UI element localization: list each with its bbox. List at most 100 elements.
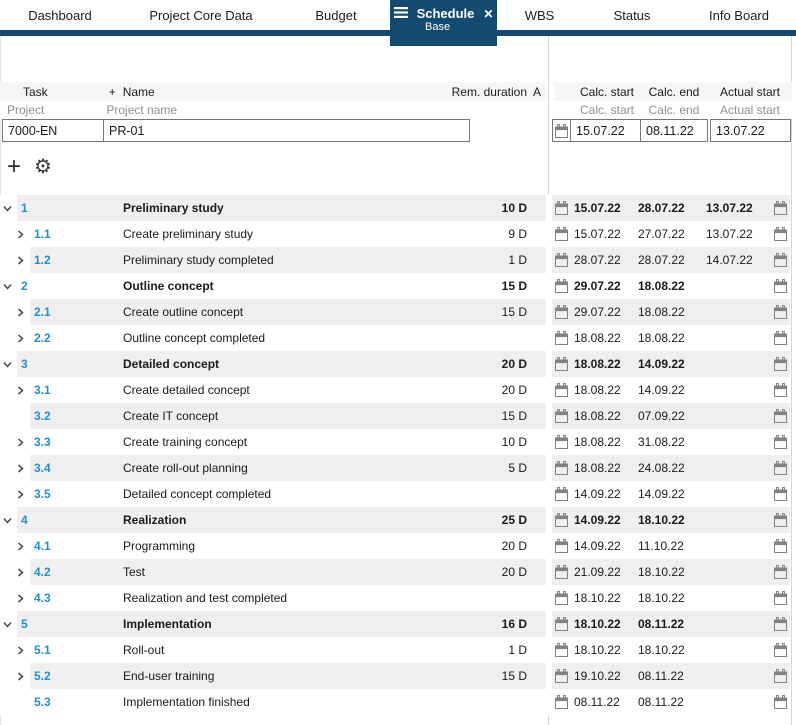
column-header-actual-start[interactable]: Actual start (719, 84, 781, 99)
task-number[interactable]: 4.3 (34, 591, 51, 605)
task-number[interactable]: 5.3 (34, 695, 51, 709)
calendar-icon[interactable] (770, 409, 790, 423)
tab-project-core-data[interactable]: Project Core Data (120, 0, 282, 30)
task-row[interactable]: 3.5 Detailed concept completed 14.09.22 … (0, 481, 796, 507)
expand-chevron-icon[interactable] (15, 385, 26, 396)
expand-chevron-icon[interactable] (15, 255, 26, 266)
task-row[interactable]: 3.4 Create roll-out planning 5 D 18.08.2… (0, 455, 796, 481)
calendar-icon[interactable] (770, 253, 790, 267)
calendar-icon[interactable] (552, 331, 572, 345)
calendar-icon[interactable] (770, 331, 790, 345)
calendar-icon[interactable] (770, 461, 790, 475)
expand-chevron-icon[interactable] (15, 307, 26, 318)
task-row[interactable]: 5.2 End-user training 15 D 19.10.22 08.1… (0, 663, 796, 689)
task-name[interactable]: Preliminary study completed (123, 253, 274, 267)
expand-chevron-icon[interactable] (15, 567, 26, 578)
task-row[interactable]: 2 Outline concept 15 D 29.07.22 18.08.22 (0, 273, 796, 299)
task-row[interactable]: 4 Realization 25 D 14.09.22 18.10.22 (0, 507, 796, 533)
expand-chevron-icon[interactable] (15, 541, 26, 552)
task-row[interactable]: 1 Preliminary study 10 D 15.07.22 28.07.… (0, 195, 796, 221)
expand-chevron-icon[interactable] (15, 671, 26, 682)
task-name[interactable]: Programming (123, 539, 196, 553)
task-row[interactable]: 4.2 Test 20 D 21.09.22 18.10.22 (0, 559, 796, 585)
calendar-icon[interactable] (770, 591, 790, 605)
task-number[interactable]: 1.2 (34, 253, 51, 267)
task-number[interactable]: 1.1 (34, 227, 51, 241)
task-number[interactable]: 3 (21, 357, 28, 371)
calendar-icon[interactable] (770, 565, 790, 579)
calendar-icon[interactable] (552, 253, 572, 267)
expand-chevron-icon[interactable] (15, 229, 26, 240)
task-number[interactable]: 3.1 (34, 383, 51, 397)
menu-icon[interactable] (393, 6, 408, 21)
expand-chevron-icon[interactable] (15, 645, 26, 656)
expand-chevron-icon[interactable] (15, 593, 26, 604)
task-number[interactable]: 3.5 (34, 487, 51, 501)
task-name[interactable]: Realization and test completed (123, 591, 288, 605)
expand-chevron-icon[interactable] (2, 281, 13, 292)
task-name[interactable]: Outline concept completed (123, 331, 266, 345)
task-name[interactable]: Create detailed concept (123, 383, 250, 397)
task-number[interactable]: 4.2 (34, 565, 51, 579)
calendar-icon[interactable] (552, 617, 572, 631)
calendar-icon[interactable] (770, 617, 790, 631)
calendar-icon[interactable] (770, 357, 790, 371)
task-number[interactable]: 2.1 (34, 305, 51, 319)
task-row[interactable]: 1.2 Preliminary study completed 1 D 28.0… (0, 247, 796, 273)
tab-wbs[interactable]: WBS (497, 0, 582, 30)
calendar-icon[interactable] (552, 279, 572, 293)
task-name[interactable]: Detailed concept completed (123, 487, 272, 501)
task-name[interactable]: Implementation (123, 617, 212, 631)
calendar-icon[interactable] (552, 461, 572, 475)
calendar-icon[interactable] (552, 669, 572, 683)
calendar-icon[interactable] (770, 201, 790, 215)
calendar-icon[interactable] (552, 591, 572, 605)
task-row[interactable]: 3.1 Create detailed concept 20 D 18.08.2… (0, 377, 796, 403)
task-name[interactable]: Create roll-out planning (123, 461, 248, 475)
column-header-calc-end[interactable]: Calc. end (648, 84, 700, 99)
task-row[interactable]: 5.1 Roll-out 1 D 18.10.22 18.10.22 (0, 637, 796, 663)
tab-budget[interactable]: Budget (282, 0, 390, 30)
calendar-icon[interactable] (552, 643, 572, 657)
task-name[interactable]: Test (123, 565, 146, 579)
task-row[interactable]: 5 Implementation 16 D 18.10.22 08.11.22 (0, 611, 796, 637)
calendar-icon[interactable] (770, 643, 790, 657)
column-header-name[interactable]: Name (122, 84, 155, 99)
task-row[interactable]: 3.3 Create training concept 10 D 18.08.2… (0, 429, 796, 455)
task-number[interactable]: 5.1 (34, 643, 51, 657)
add-column-icon[interactable]: + (108, 84, 116, 99)
task-number[interactable]: 4 (21, 513, 28, 527)
task-number[interactable]: 3.2 (34, 409, 51, 423)
task-name[interactable]: Roll-out (123, 643, 165, 657)
task-name[interactable]: Preliminary study (123, 201, 224, 215)
column-header-calc-start[interactable]: Calc. start (579, 84, 634, 99)
expand-chevron-icon[interactable] (15, 437, 26, 448)
calendar-icon[interactable] (552, 539, 572, 553)
task-row[interactable]: 2.2 Outline concept completed 18.08.22 1… (0, 325, 796, 351)
project-id-input[interactable] (3, 120, 103, 141)
expand-chevron-icon[interactable] (2, 359, 13, 370)
tab-dashboard[interactable]: Dashboard (0, 0, 120, 30)
project-name-input[interactable] (104, 120, 469, 141)
task-number[interactable]: 2 (21, 279, 28, 293)
task-name[interactable]: Implementation finished (123, 695, 250, 709)
calendar-icon[interactable] (552, 565, 572, 579)
tab-info-board[interactable]: Info Board (682, 0, 796, 30)
calendar-icon[interactable] (552, 513, 572, 527)
task-name[interactable]: Detailed concept (123, 357, 220, 371)
project-actual-start-input[interactable] (711, 120, 790, 141)
tab-schedule[interactable]: Schedule ✕ Base (390, 0, 497, 46)
calendar-icon[interactable] (770, 383, 790, 397)
calendar-icon[interactable] (553, 120, 571, 141)
column-header-a[interactable]: A (533, 84, 542, 99)
calendar-icon[interactable] (552, 383, 572, 397)
calendar-icon[interactable] (770, 539, 790, 553)
expand-chevron-icon[interactable] (2, 203, 13, 214)
task-name[interactable]: Outline concept (123, 279, 214, 293)
calendar-icon[interactable] (552, 305, 572, 319)
settings-icon[interactable]: ⚙ (34, 156, 52, 178)
expand-chevron-icon[interactable] (15, 333, 26, 344)
task-row[interactable]: 5.3 Implementation finished 08.11.22 08.… (0, 689, 796, 715)
calendar-icon[interactable] (770, 435, 790, 449)
task-name[interactable]: Create training concept (123, 435, 248, 449)
